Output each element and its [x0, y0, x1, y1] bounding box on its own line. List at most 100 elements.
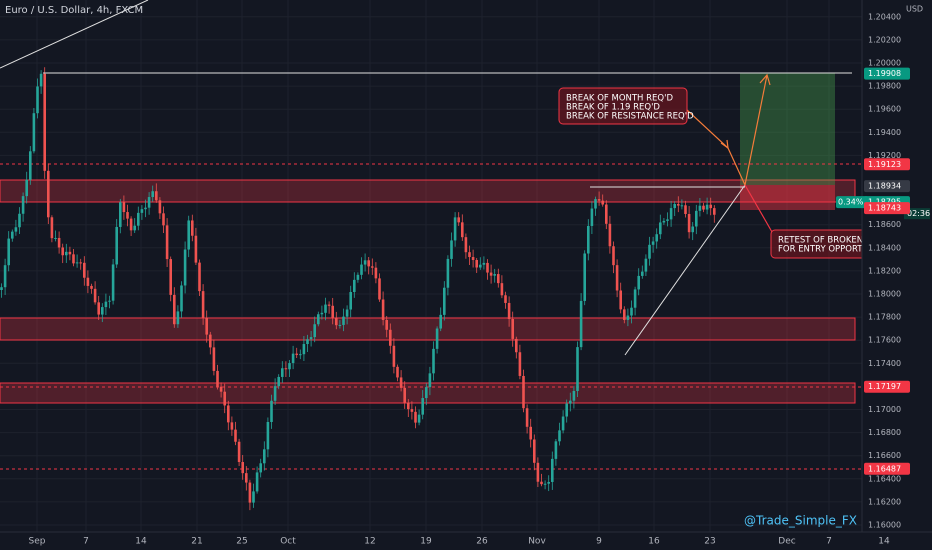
candle-body	[529, 426, 532, 440]
price-label: 1.16600	[868, 451, 901, 460]
date-label: 14	[135, 537, 147, 547]
candle-body	[324, 304, 327, 313]
candle-body	[205, 317, 208, 335]
candle-body	[353, 279, 356, 292]
price-tag-text: 1.17197	[868, 382, 901, 391]
candle-body	[641, 271, 644, 276]
candle-body	[137, 212, 140, 226]
candle-body	[396, 366, 399, 378]
price-label: 1.16400	[868, 474, 901, 483]
price-label: 1.16000	[868, 521, 901, 530]
candle-body	[554, 441, 558, 459]
candle-body	[615, 265, 619, 291]
candle-body	[313, 324, 316, 338]
candle-body	[259, 463, 262, 473]
candle-body	[594, 199, 597, 209]
candle-body	[597, 199, 601, 201]
candle-body	[511, 319, 514, 339]
candle-body	[223, 391, 226, 406]
trendline	[624, 184, 746, 356]
candle-body	[230, 422, 234, 430]
candle-body	[309, 337, 313, 340]
price-label: 1.18600	[868, 220, 901, 229]
candle-body	[119, 202, 122, 227]
candle-body	[173, 294, 176, 325]
candle-body	[245, 473, 248, 483]
candle-body	[493, 274, 496, 276]
candle-body	[281, 368, 284, 377]
candle-body	[248, 482, 252, 503]
candle-body	[140, 209, 144, 213]
price-label: 1.19200	[868, 151, 901, 160]
target-box	[740, 73, 835, 185]
candle-body	[299, 354, 302, 356]
candle-body	[241, 462, 244, 474]
candle-body	[381, 299, 385, 320]
candle-body	[86, 277, 90, 286]
candle-body	[165, 225, 169, 260]
candle-body	[399, 377, 403, 388]
candle-body	[151, 191, 154, 198]
candle-body	[662, 220, 666, 223]
candle-body	[403, 387, 406, 403]
candle-body	[464, 237, 468, 253]
price-tag-text: 1.18934	[868, 182, 901, 191]
candle-body	[666, 219, 669, 221]
date-label: 7	[83, 537, 89, 547]
candle-body	[288, 363, 291, 370]
candle-body	[428, 373, 432, 388]
candle-body	[633, 289, 637, 308]
candle-body	[669, 208, 673, 220]
price-tag-text: 1.18795	[868, 198, 901, 207]
axes: 1.20400 1.20200 1.20000 1.19800 1.19600 1.194…	[29, 12, 931, 546]
candle-body	[417, 414, 421, 423]
price-label: 1.19600	[868, 105, 901, 114]
candle-body	[371, 266, 374, 268]
candle-body	[201, 291, 205, 318]
candle-body	[659, 222, 662, 235]
candle-body	[133, 225, 136, 231]
candle-body	[216, 370, 219, 387]
candle-body	[457, 217, 460, 223]
candle-body	[79, 262, 82, 264]
candle-body	[57, 237, 61, 248]
candle-body	[18, 213, 21, 228]
candle-body	[536, 462, 540, 482]
price-label: 1.17800	[868, 313, 901, 322]
candles	[0, 67, 716, 511]
candle-body	[608, 223, 612, 247]
candle-body	[680, 205, 684, 207]
candle-body	[101, 307, 104, 315]
date-label: 25	[236, 537, 247, 547]
candle-body	[540, 481, 543, 485]
candle-body	[237, 441, 241, 463]
price-axis-panel	[862, 0, 932, 550]
candle-body	[576, 347, 579, 392]
candle-body	[129, 218, 133, 231]
candle-body	[345, 309, 349, 317]
candle-body	[450, 240, 453, 259]
price-tag-text: 1.18743	[868, 204, 901, 213]
candle-body	[11, 231, 14, 239]
candle-body	[104, 301, 108, 308]
candle-body	[479, 264, 482, 268]
candle-body	[558, 430, 561, 442]
candle-body	[518, 352, 522, 376]
candle-body	[543, 483, 547, 485]
price-label: 1.18200	[868, 266, 901, 275]
date-label: 21	[191, 537, 202, 547]
candle-body	[176, 311, 180, 325]
candle-body	[590, 208, 594, 226]
price-tag	[864, 202, 910, 215]
candle-body	[453, 217, 457, 241]
date-label: Sep	[29, 537, 46, 547]
candle-body	[507, 302, 511, 320]
candle-body	[439, 314, 442, 329]
candle-body	[489, 272, 493, 276]
candle-body	[421, 398, 424, 415]
candle-body	[673, 204, 676, 209]
candle-body	[65, 251, 68, 256]
candle-body	[320, 312, 324, 315]
annotation-box	[558, 87, 688, 125]
